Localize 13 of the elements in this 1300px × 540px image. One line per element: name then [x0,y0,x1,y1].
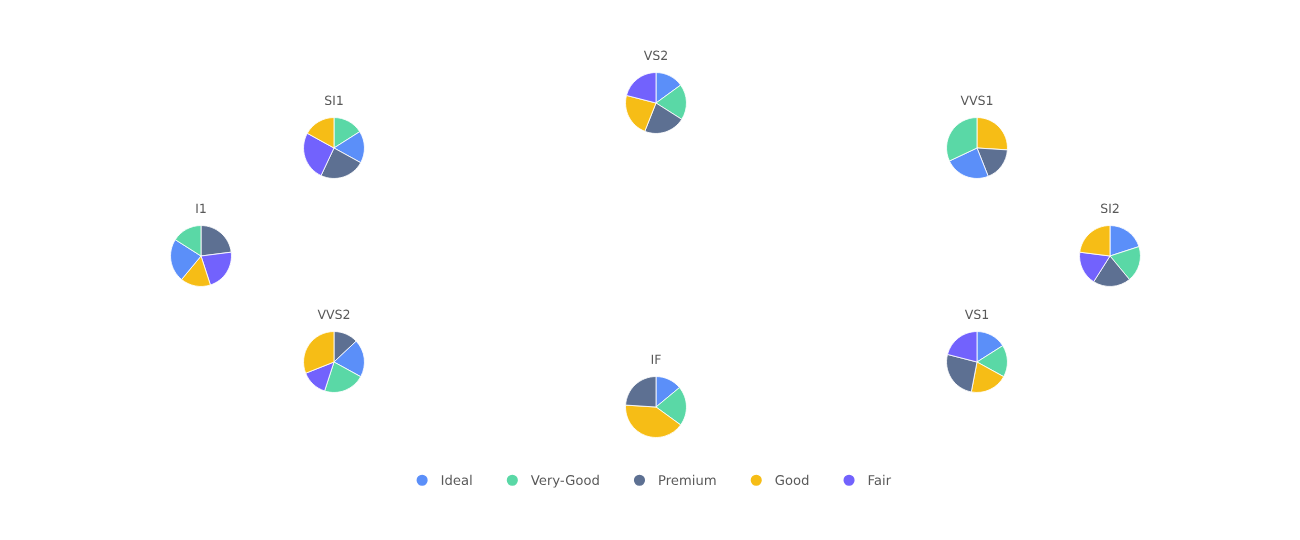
chart-title: VS1 [964,309,989,320]
chart-title: VS2 [643,50,667,61]
chart-title: SI2 [1101,203,1119,214]
chart-title: VVS1 [960,95,993,106]
legend-label: Premium [659,474,716,486]
chart-title: SI1 [325,95,343,106]
chart-title: VVS2 [317,309,350,320]
legend-label: Very-Good [530,474,599,488]
legend-label: Fair [868,474,892,486]
legend-label: Good [775,474,809,486]
chart-title: IF [651,354,661,364]
legend-label: Ideal [441,474,472,486]
chart-title: I1 [196,203,206,213]
